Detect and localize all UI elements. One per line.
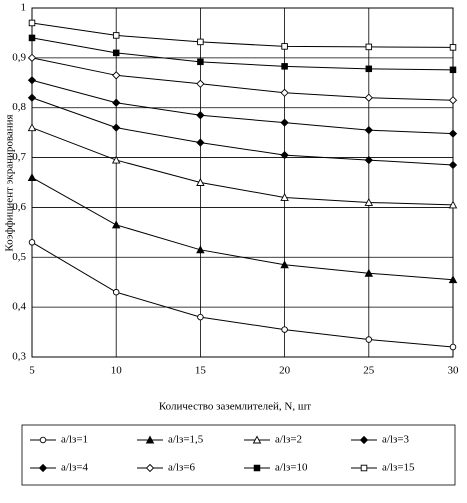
marker: [365, 336, 373, 343]
x-tick-label: 15: [195, 365, 207, 377]
y-tick-label: 0,4: [12, 301, 26, 313]
legend-label: a/lз=1: [61, 434, 88, 446]
marker: [365, 43, 373, 51]
marker: [280, 150, 289, 160]
marker: [28, 34, 36, 42]
marker: [365, 65, 373, 73]
y-tick-label: 0,6: [12, 201, 26, 213]
x-tick-label: 25: [363, 365, 375, 377]
marker: [112, 32, 120, 39]
marker: [364, 126, 373, 135]
legend-label: a/lз=3: [382, 434, 410, 446]
series-line: [31, 177, 454, 281]
marker: [281, 43, 288, 50]
marker: [448, 275, 458, 284]
x-tick-label: 5: [29, 365, 35, 377]
marker: [27, 123, 37, 132]
marker: [280, 118, 289, 127]
legend-marker: [359, 435, 369, 445]
y-tick-label: 0,7: [12, 151, 26, 163]
marker: [27, 53, 37, 62]
legend-marker: [38, 463, 48, 473]
x-axis-label: Количество заземлителей, N, шт: [159, 401, 311, 413]
series-line: [31, 127, 454, 206]
x-tick-label: 30: [448, 365, 460, 377]
marker: [281, 326, 288, 333]
marker: [449, 343, 457, 351]
marker: [111, 220, 121, 229]
marker: [196, 245, 205, 254]
y-tick-label: 0,3: [12, 351, 26, 363]
marker: [280, 260, 289, 269]
marker: [112, 123, 121, 132]
y-tick-label: 0,9: [12, 51, 26, 63]
marker: [196, 178, 205, 186]
marker: [111, 155, 121, 164]
marker: [27, 76, 37, 85]
marker: [448, 129, 458, 138]
legend-label: a/lз=2: [275, 434, 302, 446]
legend-marker: [360, 464, 368, 472]
marker: [364, 155, 373, 165]
series-line: [31, 241, 454, 348]
marker: [364, 197, 374, 206]
marker: [197, 58, 204, 66]
legend-box: [21, 424, 456, 486]
legend-marker: [145, 463, 155, 473]
marker: [448, 200, 458, 209]
marker: [196, 79, 205, 88]
marker: [112, 71, 121, 80]
legend-marker: [145, 435, 155, 444]
legend-marker: [252, 435, 262, 444]
y-axis-label: Коэффициент экранирования: [4, 114, 16, 251]
marker: [280, 193, 289, 201]
legend-label: a/lз=1,5: [168, 434, 204, 446]
marker: [449, 44, 457, 51]
y-tick-label: 0,8: [12, 101, 26, 113]
marker: [28, 239, 36, 246]
marker: [28, 19, 36, 27]
marker: [364, 93, 373, 102]
legend-label: a/lз=6: [168, 462, 196, 474]
series-line: [31, 37, 454, 71]
marker: [281, 63, 288, 70]
marker: [280, 88, 289, 97]
marker: [448, 160, 458, 170]
marker: [27, 93, 37, 102]
legend-label: a/lз=10: [275, 462, 308, 474]
marker: [27, 173, 37, 181]
series-line: [31, 22, 454, 48]
marker: [449, 66, 457, 74]
series-line: [31, 57, 454, 101]
marker: [197, 313, 204, 321]
y-tick-label: 1: [21, 2, 27, 14]
y-tick-label: 0,5: [12, 251, 26, 263]
legend-marker: [253, 464, 261, 472]
marker: [112, 288, 120, 296]
series-line: [31, 97, 454, 166]
series-line: [31, 79, 454, 135]
legend-marker: [39, 436, 47, 444]
marker: [196, 111, 205, 120]
marker: [448, 96, 458, 105]
marker: [197, 38, 204, 46]
marker: [112, 49, 120, 57]
marker: [364, 268, 374, 277]
plot-area: [31, 7, 454, 358]
legend-label: a/lз=15: [382, 462, 415, 474]
marker: [112, 98, 121, 107]
marker: [196, 138, 205, 147]
x-tick-label: 10: [111, 365, 123, 377]
x-tick-label: 20: [279, 365, 291, 377]
legend-label: a/lз=4: [61, 462, 89, 474]
